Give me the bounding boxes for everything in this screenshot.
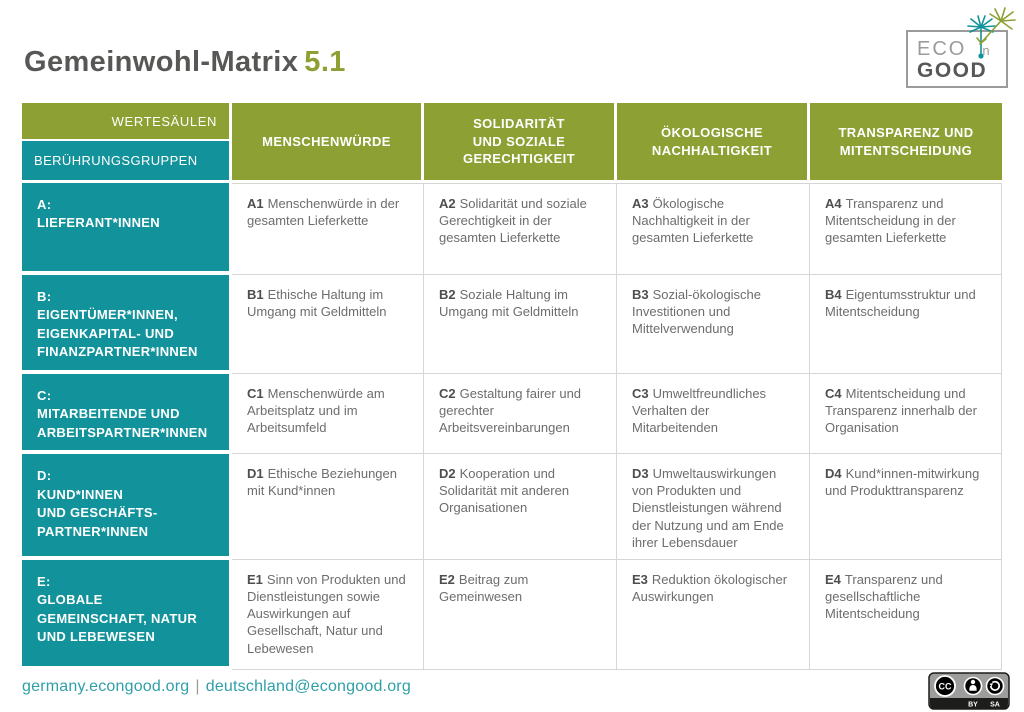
footer-separator: |	[195, 678, 200, 695]
matrix-cell-d3: D3 Umweltauswirkungen von Produkten und D…	[617, 454, 810, 560]
cell-code: C2	[439, 385, 456, 401]
matrix-cell-d1: D1 Ethische Beziehungen mit Kund*innen	[232, 454, 424, 560]
matrix-cell-a2: A2 Solidarität und soziale Gerechtigkeit …	[424, 183, 617, 275]
cell-code: A2	[439, 196, 456, 211]
cell-code: C3	[632, 385, 649, 401]
cell-text: Ethische Haltung im Umgang mit Geldmitte…	[247, 287, 387, 320]
cell-code: E3	[632, 571, 648, 587]
matrix-cell-a3: A3 Ökologische Nachhaltigkeit in der gesa…	[617, 183, 810, 275]
gemeinwohl-matrix-table: WERTESÄULEN BERÜHRUNGSGRUPPEN MENSCHENWÜ…	[22, 103, 1002, 670]
dandelion-seed-teal-icon	[967, 15, 996, 59]
cell-text: Gestaltung fairer und gerechter Arbeitsv…	[439, 385, 582, 436]
cell-text: Transparenz und Mitentscheidung in der g…	[825, 196, 956, 246]
matrix-cell-d2: D2 Kooperation und Solidarität mit andere…	[424, 454, 617, 560]
footer-website-link[interactable]: germany.econgood.org	[22, 678, 190, 695]
logo-n: n	[982, 43, 990, 58]
cell-text: Beitrag zum Gemeinwesen	[439, 571, 529, 605]
page-title-version: 5.1	[304, 46, 346, 78]
cc-by-label: BY	[968, 702, 978, 709]
matrix-cell-c4: C4 Mitentscheidung und Transparenz innerh…	[810, 373, 1002, 455]
cell-code: B4	[825, 287, 842, 302]
corner-beruehrungsgruppen-label: BERÜHRUNGSGRUPPEN	[22, 141, 229, 180]
cell-code: E2	[439, 571, 455, 587]
cell-text: Kooperation und Solidarität mit anderen …	[439, 466, 570, 516]
footer-contact: germany.econgood.org | deutschland@econgoo…	[22, 678, 411, 696]
cell-text: Reduktion ökologischer Auswirkungen	[632, 571, 788, 605]
page-title-text: Gemeinwohl-Matrix	[24, 46, 299, 78]
cell-code: E1	[247, 571, 263, 587]
econgood-logo: ECO n GOOD	[906, 7, 1016, 88]
column-header-menschenwuerde: MENSCHENWÜRDE	[232, 103, 424, 183]
matrix-cell-e4: E4 Transparenz und gesellschaftliche Mite…	[810, 559, 1002, 670]
matrix-cell-e2: E2 Beitrag zum Gemeinwesen	[424, 559, 617, 670]
cell-code: D2	[439, 466, 456, 482]
cell-text: Soziale Haltung im Umgang mit Geldmittel…	[439, 287, 579, 320]
corner-wertesaeulen-label: WERTESÄULEN	[22, 103, 229, 141]
logo-good: GOOD	[917, 59, 988, 82]
matrix-cell-e3: E3 Reduktion ökologischer Auswirkungen	[617, 559, 810, 670]
cell-text: Menschenwürde in der gesamten Lieferkett…	[247, 196, 400, 229]
row-header-d-kundinnen: D: KUND*INNEN UND GESCHÄFTS- PARTNER*INN…	[22, 454, 232, 560]
row-header-b-eigentuemerinnen: B: EIGENTÜMER*INNEN, EIGENKAPITAL- UND F…	[22, 275, 232, 374]
cell-code: C4	[825, 385, 842, 401]
matrix-cell-c1: C1 Menschenwürde am Arbeitsplatz und im A…	[232, 373, 424, 455]
matrix-cell-a4: A4 Transparenz und Mitentscheidung in der…	[810, 183, 1002, 275]
cc-sa-label: SA	[990, 702, 1000, 709]
logo-eco: ECO	[917, 38, 967, 60]
row-header-c-mitarbeitende: C: MITARBEITENDE UND ARBEITSPARTNER*INNE…	[22, 373, 232, 455]
column-header-solidaritaet: SOLIDARITÄT UND SOZIALE GERECHTIGKEIT	[424, 103, 617, 183]
row-header-e-globale-gemeinschaft: E: GLOBALE GEMEINSCHAFT, NATUR UND LEBEW…	[22, 559, 232, 670]
matrix-cell-b3: B3 Sozial-ökologische Investitionen und M…	[617, 275, 810, 374]
footer-email-link[interactable]: deutschland@econgood.org	[205, 678, 411, 695]
cell-text: Umweltfreundliches Verhalten der Mitarbe…	[632, 385, 767, 436]
matrix-cell-b4: B4 Eigentumsstruktur und Mitentscheidung	[810, 275, 1002, 374]
cell-code: D3	[632, 466, 649, 482]
matrix-cell-a1: A1 Menschenwürde in der gesamten Lieferke…	[232, 183, 424, 275]
cell-text: Mitentscheidung und Transparenz innerhal…	[825, 385, 977, 436]
cell-code: B3	[632, 287, 649, 302]
matrix-cell-c2: C2 Gestaltung fairer und gerechter Arbeit…	[424, 373, 617, 455]
cell-text: Sinn von Produkten und Dienstleistungen …	[247, 571, 406, 656]
cell-text: Umweltauswirkungen von Produkten und Die…	[632, 466, 784, 550]
dandelion-seed-green-icon	[976, 7, 1016, 45]
cell-text: Kund*innen-mitwirkung und Produkttranspa…	[825, 466, 980, 499]
cc-by-sa-license-badge[interactable]: CC BY SA	[928, 672, 1010, 710]
cell-text: Ethische Beziehungen mit Kund*innen	[247, 466, 397, 499]
corner-cell: WERTESÄULEN BERÜHRUNGSGRUPPEN	[22, 103, 232, 183]
row-header-a-lieferantinnen: A: LIEFERANT*INNEN	[22, 183, 232, 275]
cc-by-person-icon	[963, 676, 983, 696]
column-header-transparenz: TRANSPARENZ UND MITENTSCHEIDUNG	[810, 103, 1002, 183]
cell-text: Sozial-ökologische Investitionen und Mit…	[632, 287, 762, 337]
matrix-cell-c3: C3 Umweltfreundliches Verhalten der Mitar…	[617, 373, 810, 455]
cell-code: D4	[825, 466, 842, 482]
matrix-cell-e1: E1 Sinn von Produkten und Dienstleistunge…	[232, 559, 424, 670]
matrix-cell-b2: B2 Soziale Haltung im Umgang mit Geldmitt…	[424, 275, 617, 374]
matrix-cell-d4: D4 Kund*innen-mitwirkung und Produkttrans…	[810, 454, 1002, 560]
cell-text: Solidarität und soziale Gerechtigkeit in…	[439, 196, 587, 246]
cell-text: Transparenz und gesellschaftliche Mitent…	[825, 571, 943, 622]
cell-code: E4	[825, 571, 841, 587]
logo-line1: ECO n	[917, 39, 1006, 59]
cell-code: B1	[247, 287, 264, 302]
cell-text: Menschenwürde am Arbeitsplatz und im Arb…	[247, 385, 385, 436]
cell-text: Ökologische Nachhaltigkeit in der gesamt…	[632, 196, 754, 246]
cell-code: C1	[247, 385, 264, 401]
cell-code: B2	[439, 287, 456, 302]
cell-code: A4	[825, 196, 842, 211]
cc-icon: CC	[934, 675, 956, 697]
svg-text:CC: CC	[939, 682, 952, 692]
column-header-oekologische-nachhaltigkeit: ÖKOLOGISCHE NACHHALTIGKEIT	[617, 103, 810, 183]
cell-text: Eigentumsstruktur und Mitentscheidung	[825, 287, 976, 320]
cc-sa-arrow-icon	[985, 676, 1005, 696]
cell-code: D1	[247, 466, 264, 482]
matrix-cell-b1: B1 Ethische Haltung im Umgang mit Geldmit…	[232, 275, 424, 374]
cell-code: A3	[632, 196, 649, 211]
page-title: Gemeinwohl-Matrix 5.1	[24, 46, 346, 79]
cell-code: A1	[247, 196, 264, 211]
